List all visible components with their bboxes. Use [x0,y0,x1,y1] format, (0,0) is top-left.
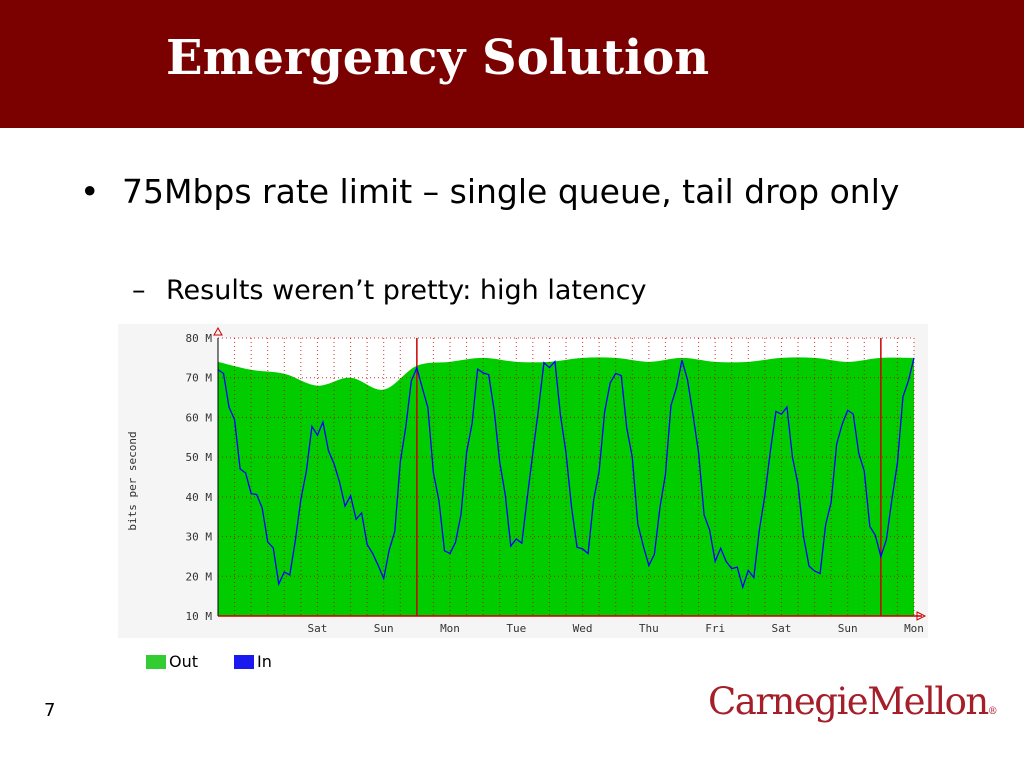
traffic-chart: 10 M 20 M 30 M 40 M 50 M 60 M 70 M 80 M Sat Sun M… [126,326,927,635]
y-tick-label: 40 M [186,491,213,504]
legend-item-in: In [234,652,272,671]
sub-bullet-symbol: – [132,275,146,306]
y-tick-label: 10 M [186,610,213,623]
x-tick-label: Mon [440,622,460,635]
x-tick-label: Mon [904,622,924,635]
x-axis-arrow [916,611,927,621]
x-tick-label: Sun [838,622,858,635]
legend-swatch-in [234,655,254,669]
bullet-symbol: • [80,172,100,211]
y-tick-label: 30 M [186,531,213,544]
x-tick-label: Tue [506,622,526,635]
slide-title: Emergency Solution [166,30,710,86]
x-tick-label: Sat [771,622,791,635]
x-tick-label: Fri [705,622,725,635]
x-tick-label: Wed [573,622,593,635]
x-tick-label: Sat [307,622,327,635]
registered-mark: ® [987,706,998,717]
page-number: 7 [44,700,56,721]
x-tick-label: Thu [639,622,659,635]
traffic-graph: 10 M 20 M 30 M 40 M 50 M 60 M 70 M 80 M Sat Sun M… [118,324,928,638]
y-tick-label: 60 M [186,411,213,424]
y-axis-arrow [213,326,223,336]
title-bar: Emergency Solution [0,0,1024,128]
y-axis-label: bits per second [126,431,139,530]
legend-item-out: Out [146,652,198,671]
bullet-item: • 75Mbps rate limit – single queue, tail… [80,170,910,214]
legend-label-out: Out [169,652,199,671]
legend-label-in: In [257,652,272,671]
bullet-text: 75Mbps rate limit – single queue, tail d… [122,172,900,211]
y-tick-label: 70 M [186,372,213,385]
x-tick-label: Sun [374,622,394,635]
logo-text: CarnegieMellon [708,680,989,723]
y-tick-label: 80 M [186,332,213,345]
legend-swatch-out [146,655,166,669]
y-tick-label: 20 M [186,570,213,583]
sub-bullet-item: – Results weren’t pretty: high latency [132,275,647,306]
university-logo: CarnegieMellon® [708,680,998,723]
sub-bullet-text: Results weren’t pretty: high latency [166,275,647,306]
y-tick-label: 50 M [186,451,213,464]
series-in-line [217,357,915,590]
